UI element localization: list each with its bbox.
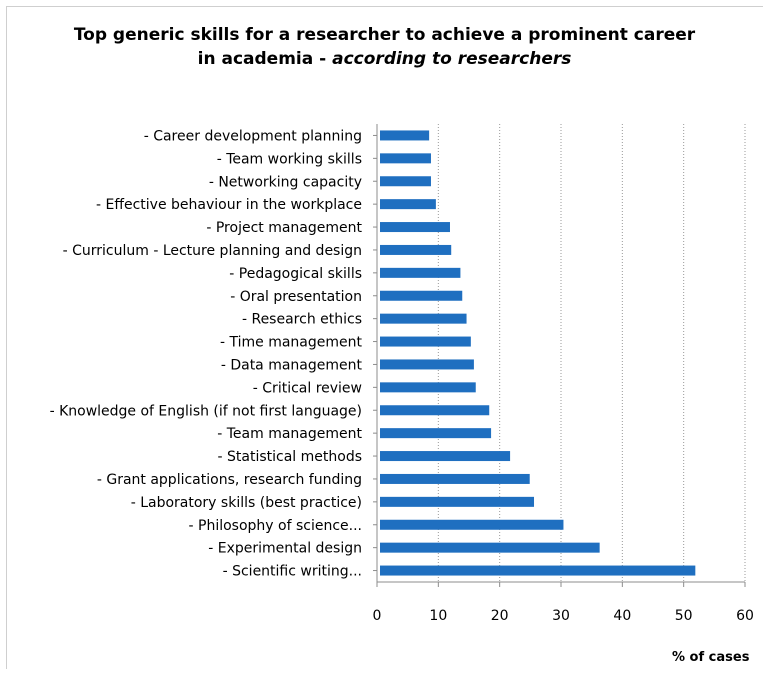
bar-8 [380,313,467,324]
bar-6 [380,267,461,278]
category-label-3: - Effective behaviour in the workplace [96,197,362,213]
chart-title-line2: in academia - according to researchers [0,49,769,69]
category-label-19: - Scientific writing... [223,564,362,580]
bar-19 [380,565,696,576]
chart-title-prefix: in academia - [197,49,333,69]
category-label-18: - Experimental design [208,541,362,557]
bar-15 [380,473,530,484]
chart-frame [6,6,763,669]
category-label-5: - Curriculum - Lecture planning and desi… [63,243,362,259]
category-label-6: - Pedagogical skills [229,266,362,282]
x-tick-label-6: 60 [736,608,754,624]
x-tick-label-2: 20 [491,608,509,624]
x-tick-label-3: 30 [552,608,570,624]
bar-2 [380,176,431,187]
x-axis-label: % of cases [672,650,750,665]
category-label-12: - Knowledge of English (if not first lan… [50,403,362,419]
category-label-1: - Team working skills [217,151,362,167]
x-tick-label-4: 40 [613,608,631,624]
bar-13 [380,428,492,439]
x-tick-label-1: 10 [429,608,447,624]
category-label-0: - Career development planning [144,128,362,144]
bar-18 [380,542,600,553]
bar-14 [380,451,511,462]
category-label-13: - Team management [217,426,362,442]
bar-16 [380,496,535,507]
bar-11 [380,382,476,393]
bar-10 [380,359,474,370]
bar-17 [380,519,564,530]
x-tick-label-0: 0 [373,608,382,624]
chart-title-italic: according to researchers [332,49,572,69]
bar-7 [380,290,463,301]
bar-1 [380,153,431,164]
bar-3 [380,199,436,210]
category-label-10: - Data management [221,357,363,373]
category-label-2: - Networking capacity [209,174,362,190]
bar-4 [380,222,450,233]
category-label-14: - Statistical methods [218,449,362,465]
category-label-17: - Philosophy of science... [189,518,363,534]
category-label-4: - Project management [206,220,362,236]
bar-0 [380,130,430,141]
bar-9 [380,336,471,347]
chart-title-line1: Top generic skills for a researcher to a… [73,25,696,45]
category-label-8: - Research ethics [242,312,362,328]
category-label-7: - Oral presentation [230,289,362,305]
category-label-15: - Grant applications, research funding [97,472,362,488]
bar-5 [380,244,452,255]
category-label-9: - Time management [220,335,363,351]
category-label-16: - Laboratory skills (best practice) [131,495,362,511]
category-label-11: - Critical review [253,380,362,396]
x-tick-label-5: 50 [675,608,693,624]
bar-12 [380,405,490,416]
